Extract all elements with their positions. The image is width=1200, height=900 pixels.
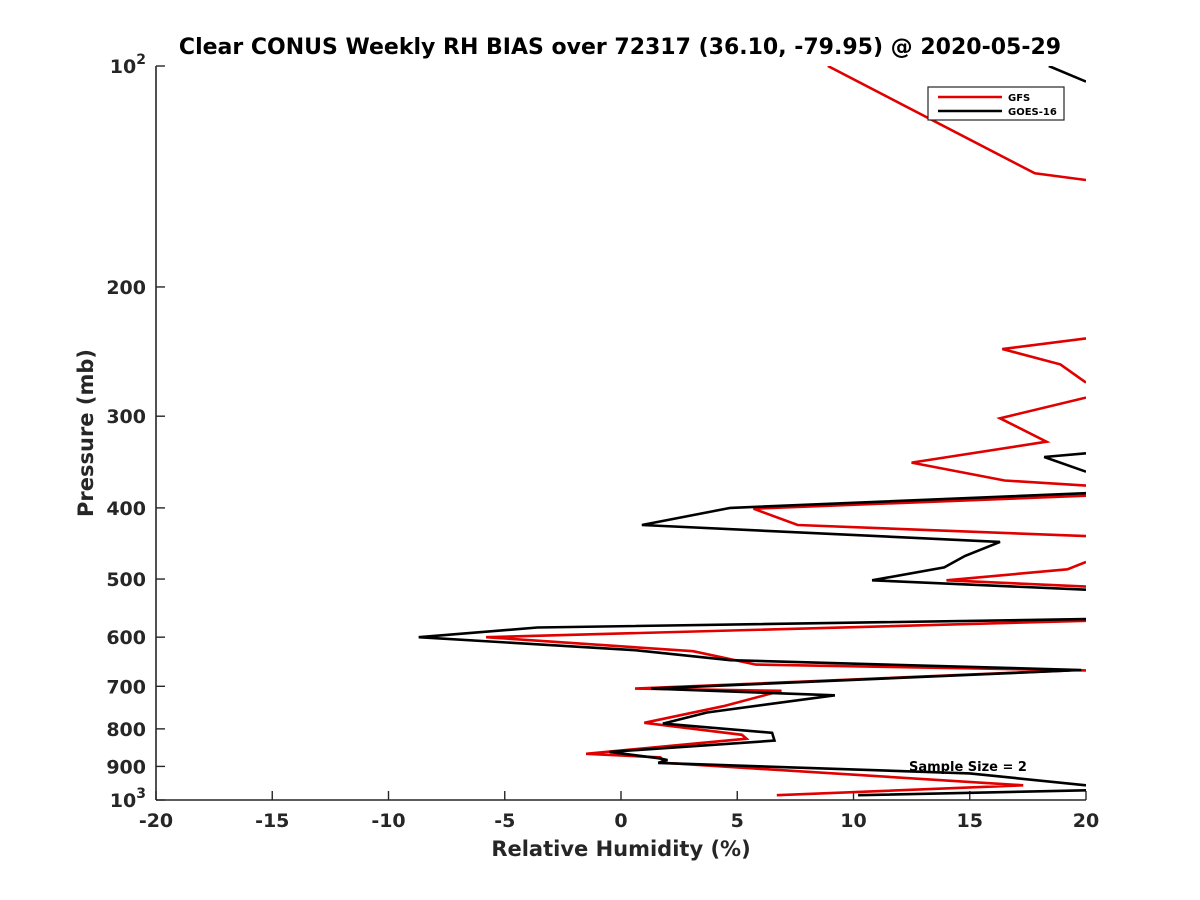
x-tick-label: -20 <box>139 810 173 832</box>
x-tick-label: 5 <box>731 810 744 832</box>
y-tick-label: 800 <box>106 719 146 741</box>
x-tick-label: 15 <box>957 810 983 832</box>
y-tick-label: 300 <box>106 406 146 428</box>
y-tick-label: 400 <box>106 498 146 520</box>
y-tick-label: 103 <box>110 786 146 812</box>
legend-label: GFS <box>1008 93 1030 104</box>
chart-title: Clear CONUS Weekly RH BIAS over 72317 (3… <box>179 35 1061 60</box>
y-axis-label: Pressure (mb) <box>74 349 98 517</box>
x-tick-label: -10 <box>371 810 405 832</box>
y-tick-label: 102 <box>110 52 146 78</box>
y-tick-label: 500 <box>106 569 146 591</box>
legend-label: GOES-16 <box>1008 107 1057 118</box>
x-tick-label: -15 <box>255 810 289 832</box>
series-line-goes-16 <box>418 66 1086 797</box>
series-layer <box>418 66 1086 797</box>
sample-size-annotation: Sample Size = 2 <box>909 760 1027 775</box>
x-tick-label: 20 <box>1073 810 1099 832</box>
x-tick-label: 10 <box>840 810 866 832</box>
x-axis-label: Relative Humidity (%) <box>491 837 750 861</box>
y-tick-label: 200 <box>106 277 146 299</box>
axis-ticks: -20 -15 -10 -5 0 5 10 15 20 102 200 300 400 500 600 700… <box>106 52 1099 832</box>
legend-box <box>927 86 1065 121</box>
legend: GFS GOES-16 <box>927 86 1065 121</box>
y-tick-label: 900 <box>106 756 146 778</box>
y-tick-label: 600 <box>106 627 146 649</box>
axes <box>155 66 1086 801</box>
y-tick-label: 700 <box>106 676 146 698</box>
series-line-gfs <box>486 66 1086 797</box>
x-tick-label: 0 <box>614 810 627 832</box>
x-tick-label: -5 <box>494 810 515 832</box>
